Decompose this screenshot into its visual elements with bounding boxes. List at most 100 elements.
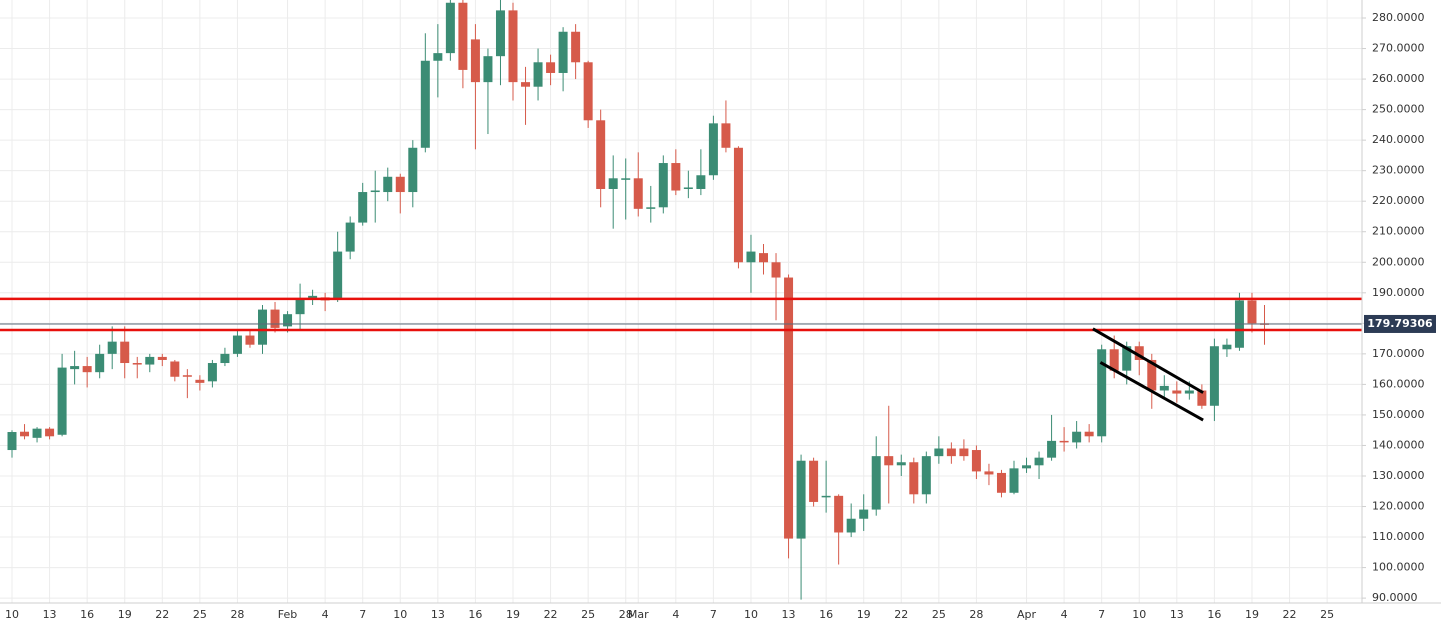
trend-line	[1099, 361, 1204, 422]
candle-body	[270, 309, 280, 328]
candle-body	[934, 448, 944, 457]
x-tick-label: 16	[468, 608, 482, 621]
x-tick-label: 10	[744, 608, 758, 621]
price-label: 179.79306	[1367, 317, 1433, 330]
y-tick-label: 100.0000	[1372, 561, 1425, 574]
y-tick-label: 240.0000	[1372, 133, 1425, 146]
candle-body	[483, 56, 493, 83]
candle-body	[696, 175, 706, 189]
y-tick-label: 140.0000	[1372, 438, 1425, 451]
candle-body	[258, 309, 267, 345]
candle-body	[132, 363, 142, 365]
candle-body	[633, 178, 643, 209]
candle-body	[1109, 349, 1119, 371]
x-tick-label: 16	[80, 608, 94, 621]
x-tick-label: 28	[619, 608, 633, 621]
y-tick-label: 150.0000	[1372, 408, 1425, 421]
candle-body	[207, 363, 217, 382]
x-tick-label: 22	[155, 608, 169, 621]
y-tick-label: 120.0000	[1372, 500, 1425, 513]
y-tick-label: 110.0000	[1372, 530, 1425, 543]
candle-body	[220, 353, 230, 364]
candle-body	[170, 361, 180, 377]
y-tick-label: 260.0000	[1372, 72, 1425, 85]
y-tick-label: 210.0000	[1372, 225, 1425, 238]
candle-body	[1147, 359, 1157, 391]
candle-body	[959, 448, 969, 457]
trend-line	[1092, 327, 1204, 394]
x-tick-label: 4	[672, 608, 679, 621]
candle-body	[295, 298, 305, 315]
x-tick-label: Apr	[1017, 608, 1037, 621]
x-tick-label: 4	[1061, 608, 1068, 621]
x-tick-label: 25	[932, 608, 946, 621]
x-tick-label: Mar	[628, 608, 649, 621]
candle-body	[1184, 390, 1194, 394]
candle-body	[283, 314, 293, 327]
candle-body	[333, 251, 343, 299]
candle-body	[508, 10, 518, 83]
candle-body	[596, 120, 606, 189]
candle-body	[996, 472, 1006, 493]
candle-body	[120, 341, 130, 364]
candle-body	[458, 2, 468, 70]
candle-body	[1247, 300, 1257, 324]
candle-body	[809, 460, 819, 502]
candle-body	[82, 366, 92, 373]
candle-body	[383, 176, 393, 193]
candle-body	[871, 456, 881, 510]
candle-body	[408, 147, 418, 193]
candle-body	[1134, 346, 1144, 360]
candle-body	[358, 192, 368, 223]
candle-body	[733, 147, 743, 263]
y-tick-label: 270.0000	[1372, 42, 1425, 55]
candle-body	[583, 62, 593, 121]
x-tick-label: 10	[5, 608, 19, 621]
price-label-box	[1364, 314, 1436, 333]
x-tick-label: 13	[1170, 608, 1184, 621]
y-tick-label: 250.0000	[1372, 103, 1425, 116]
x-tick-label: 13	[782, 608, 796, 621]
candle-body	[45, 428, 55, 437]
x-tick-label: 19	[857, 608, 871, 621]
x-tick-label: 13	[43, 608, 57, 621]
candle-body	[157, 356, 167, 360]
candle-body	[1222, 344, 1232, 350]
x-tick-label: 25	[193, 608, 207, 621]
candle-body	[195, 379, 205, 383]
candle-body	[395, 176, 405, 193]
candle-body	[1059, 440, 1069, 443]
y-tick-label: 130.0000	[1372, 469, 1425, 482]
candle-body	[495, 10, 505, 57]
candle-body	[232, 335, 242, 354]
candle-body	[621, 178, 631, 180]
candle-body	[245, 335, 255, 345]
x-tick-label: 22	[894, 608, 908, 621]
x-tick-label: 16	[1207, 608, 1221, 621]
x-tick-label: 19	[1245, 608, 1259, 621]
candle-body	[946, 448, 956, 457]
candle-body	[1022, 465, 1032, 469]
candle-body	[370, 190, 380, 193]
candle-body	[859, 509, 869, 519]
candle-body	[533, 62, 543, 87]
candle-body	[470, 39, 480, 83]
candle-body	[683, 187, 693, 189]
candle-body	[646, 207, 656, 209]
candle-body	[1197, 390, 1207, 406]
candle-body	[759, 253, 768, 263]
candle-body	[984, 471, 994, 475]
x-tick-label: 10	[1132, 608, 1146, 621]
x-tick-label: 7	[710, 608, 717, 621]
x-tick-label: 4	[322, 608, 329, 621]
y-tick-label: 160.0000	[1372, 377, 1425, 390]
y-tick-label: 190.0000	[1372, 286, 1425, 299]
candle-body	[971, 450, 981, 472]
x-tick-label: 28	[230, 608, 244, 621]
x-tick-label: 22	[1283, 608, 1297, 621]
candle-body	[821, 495, 831, 498]
candle-body	[433, 53, 443, 61]
candle-body	[1084, 431, 1094, 437]
